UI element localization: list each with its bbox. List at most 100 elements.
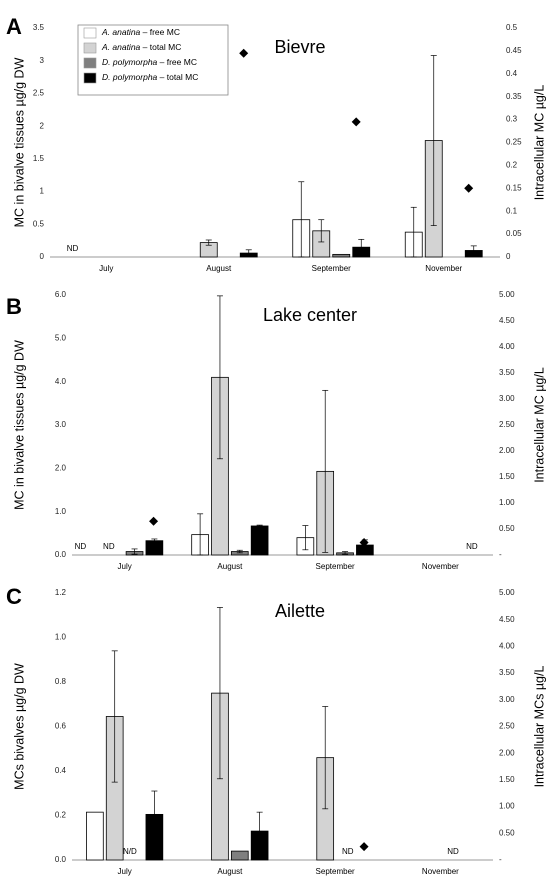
legend-measure: – free MC [157, 57, 197, 67]
y2-tick-label: 2.00 [499, 446, 515, 455]
panel-letter: A [6, 14, 22, 39]
x-tick-label: July [118, 867, 132, 876]
y2-tick-label: 4.00 [499, 642, 515, 651]
intracellular-point [149, 842, 159, 852]
nd-annotation: ND [342, 847, 354, 856]
legend-species: A. anatina [101, 27, 141, 37]
y2-tick-label: 0.2 [506, 161, 518, 170]
intracellular-point [359, 538, 369, 548]
y2-tick-label: 1.50 [499, 472, 515, 481]
y2-tick-label: 0.3 [506, 115, 518, 124]
y2-tick-label: 0.15 [506, 183, 522, 192]
y2-tick-label: 3.50 [499, 668, 515, 677]
x-tick-label: November [422, 867, 459, 876]
y2-tick-label: - [499, 855, 502, 864]
y-tick-label: 2 [40, 121, 45, 130]
legend-label: A. anatina – free MC [101, 27, 180, 37]
legend-species: A. anatina [101, 42, 141, 52]
y-tick-label: 0.0 [55, 855, 67, 864]
chart-panel-b: B Lake center 0.0 1.0 2.0 3.0 4.0 5.0 6.0 - 0.50 1.… [6, 290, 546, 571]
x-tick-label: September [316, 562, 355, 571]
y-tick-label: 1.0 [55, 507, 67, 516]
legend-measure: – free MC [140, 27, 180, 37]
y-axis-title: MCs bivalves µg/g DW [12, 663, 26, 790]
y2-tick-label: 3.50 [499, 368, 515, 377]
intracellular-point [351, 117, 361, 127]
y2-axis-title: Intracellular MCs µg/L [532, 666, 546, 788]
x-tick-label: September [312, 264, 351, 273]
panel-letter: C [6, 584, 22, 609]
y-tick-label: 1.0 [55, 633, 67, 642]
y2-tick-label: 1.00 [499, 802, 515, 811]
y-tick-label: 3.0 [55, 420, 67, 429]
legend-swatch [83, 42, 97, 54]
legend-swatch [83, 57, 97, 69]
y-tick-label: 0.8 [55, 677, 67, 686]
legend-measure: – total MC [157, 72, 198, 82]
legend-label: A. anatina – total MC [101, 42, 181, 52]
y-tick-label: 0.4 [55, 766, 67, 775]
y-tick-label: 3.5 [33, 23, 45, 32]
y-tick-label: 1.5 [33, 154, 45, 163]
y-axis-title: MC in bivalve tissues µg/g DW [12, 57, 26, 227]
y2-tick-label: 1.00 [499, 498, 515, 507]
y2-tick-label: 4.00 [499, 342, 515, 351]
y2-tick-label: 0.50 [499, 524, 515, 533]
y2-axis-title: Intracellular MC µg/L [532, 85, 546, 201]
y-tick-label: 2.5 [33, 89, 45, 98]
y2-tick-label: 1.50 [499, 775, 515, 784]
nd-annotation: ND [67, 244, 79, 253]
intracellular-point [464, 183, 474, 193]
y2-tick-label: 5.00 [499, 290, 515, 299]
y2-tick-label: 2.50 [499, 722, 515, 731]
y-tick-label: 5.0 [55, 333, 67, 342]
y2-tick-label: 4.50 [499, 615, 515, 624]
legend-swatch [83, 72, 97, 84]
chart-title: Ailette [275, 601, 325, 621]
y2-tick-label: 2.00 [499, 748, 515, 757]
y2-tick-label: 0.25 [506, 138, 522, 147]
x-tick-label: July [118, 562, 132, 571]
y2-tick-label: 4.50 [499, 316, 515, 325]
legend-swatch [83, 27, 97, 39]
y2-tick-label: 0.50 [499, 828, 515, 837]
y2-axis-title: Intracellular MC µg/L [532, 367, 546, 483]
y2-tick-label: - [499, 550, 502, 559]
legend-species: D. polymorpha [102, 72, 158, 82]
intracellular-point [149, 516, 159, 526]
legend-label: D. polymorpha – total MC [102, 72, 198, 82]
y-tick-label: 6.0 [55, 290, 67, 299]
x-tick-label: September [316, 867, 355, 876]
y-tick-label: 0 [40, 252, 45, 261]
panel-letter: B [6, 294, 22, 319]
nd-annotation: N/D [123, 847, 137, 856]
legend: A. anatina – free MCA. anatina – total M… [77, 24, 229, 96]
y2-tick-label: 0.5 [506, 23, 518, 32]
y-tick-label: 1.2 [55, 588, 67, 597]
bar [332, 253, 351, 258]
intracellular-point [359, 842, 369, 852]
y-tick-label: 0.6 [55, 722, 67, 731]
y2-tick-label: 0.1 [506, 206, 518, 215]
x-tick-label: August [217, 867, 243, 876]
legend-species: D. polymorpha [102, 57, 158, 67]
nd-annotation: ND [466, 542, 478, 551]
y-tick-label: 0.0 [55, 550, 67, 559]
bar [230, 850, 249, 861]
nd-annotation: ND [75, 542, 87, 551]
y2-tick-label: 3.00 [499, 695, 515, 704]
y-tick-label: 3 [40, 56, 45, 65]
intracellular-point [254, 531, 264, 541]
y-axis-title: MC in bivalve tissues µg/g DW [12, 340, 26, 510]
chart-panel-c: C Ailette 0.0 0.2 0.4 0.6 0.8 1.0 1.2 - 0.50 1.00 1.… [6, 584, 546, 876]
legend-label: D. polymorpha – free MC [102, 57, 197, 67]
y2-tick-label: 0.45 [506, 46, 522, 55]
nd-annotation: ND [103, 542, 115, 551]
y-tick-label: 0.2 [55, 811, 67, 820]
x-tick-label: November [425, 264, 462, 273]
chart-panel-a: A Bievre 0 0.5 1 1.5 2 2.5 3 3.5 0 0.05 0.1 0.15 0.2 0.… [6, 14, 546, 273]
x-tick-label: July [99, 264, 113, 273]
y-tick-label: 4.0 [55, 377, 67, 386]
y2-tick-label: 2.50 [499, 420, 515, 429]
